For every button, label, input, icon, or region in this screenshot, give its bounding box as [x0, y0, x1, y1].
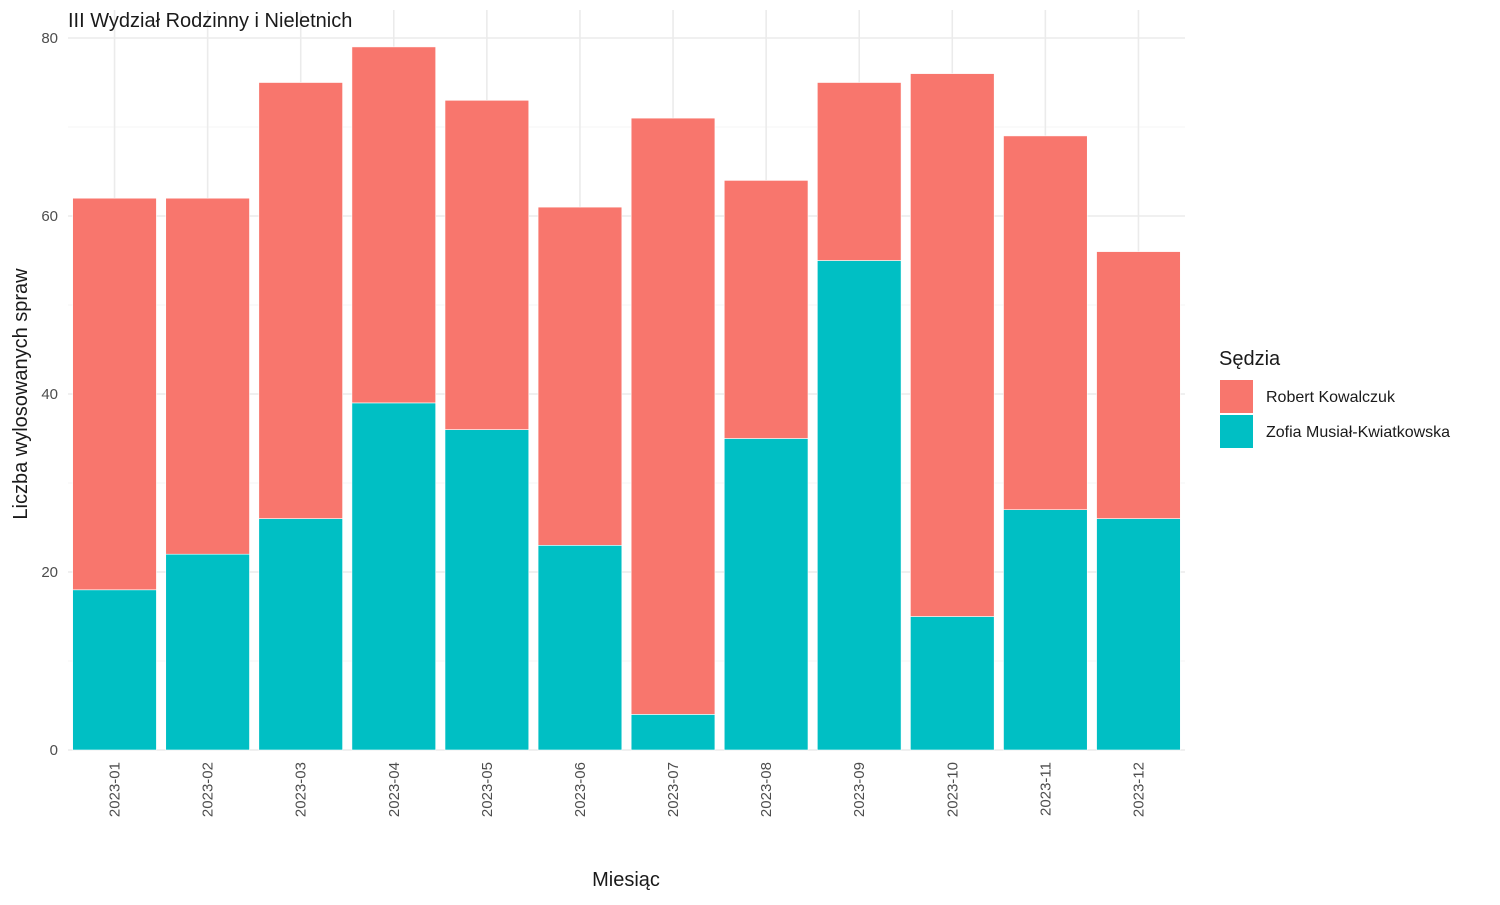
legend-title: Sędzia — [1219, 348, 1281, 370]
x-tick-label: 2023-07 — [665, 762, 682, 817]
bar-segment — [165, 197, 250, 555]
bar-segment — [1003, 509, 1088, 751]
bar-segment — [910, 73, 995, 617]
bar-segment — [910, 616, 995, 751]
bar-segment — [72, 589, 157, 751]
bars-layer — [72, 46, 1181, 751]
x-tick-label: 2023-09 — [851, 762, 868, 817]
x-tick-label: 2023-12 — [1130, 762, 1147, 817]
bar-segment — [537, 544, 623, 751]
y-tick-label: 60 — [41, 208, 58, 225]
legend-items: Robert Kowalczuk Zofia Musiał-Kwiatkowska — [1220, 380, 1450, 448]
bar-segment — [723, 438, 809, 751]
bar-segment — [258, 82, 343, 519]
y-tick-label: 20 — [41, 564, 58, 581]
legend-swatch — [1220, 415, 1253, 448]
bar-segment — [630, 117, 716, 715]
bar-segment — [72, 197, 157, 591]
x-tick-label: 2023-03 — [293, 762, 310, 817]
bar-segment — [817, 82, 902, 261]
bar-segment — [165, 553, 250, 751]
legend-swatch — [1220, 380, 1253, 413]
bar-segment — [258, 518, 343, 751]
legend: Sędzia Robert Kowalczuk Zofia Musiał-Kwia… — [1219, 348, 1450, 448]
x-tick-label: 2023-08 — [758, 762, 775, 817]
legend-label: Zofia Musiał-Kwiatkowska — [1266, 424, 1450, 441]
bar-segment — [351, 402, 436, 751]
x-axis-title: Miesiąc — [592, 869, 660, 891]
bar-segment — [1003, 135, 1088, 510]
y-tick-label: 0 — [50, 742, 58, 759]
x-tick-label: 2023-04 — [386, 762, 403, 817]
x-tick-label: 2023-01 — [107, 762, 124, 817]
x-tick-label: 2023-02 — [200, 762, 217, 817]
bar-segment — [630, 714, 716, 751]
bar-segment — [444, 100, 530, 430]
x-tick-label: 2023-05 — [479, 762, 496, 817]
bar-segment — [1096, 518, 1181, 751]
bar-segment — [817, 260, 902, 751]
bar-segment — [444, 429, 530, 751]
chart-title: III Wydział Rodzinny i Nieletnich — [68, 10, 352, 32]
bar-segment — [1096, 251, 1181, 519]
bar-segment — [723, 180, 809, 439]
bar-segment — [351, 46, 436, 404]
axis-layer: 0 20 40 60 80 2023-01 2023-02 2023-03 2023-04 202… — [41, 30, 1147, 817]
bar-segment — [537, 206, 623, 546]
y-tick-label: 40 — [41, 386, 58, 403]
y-axis-title: Liczba wylosowanych spraw — [10, 268, 32, 520]
x-tick-label: 2023-06 — [572, 762, 589, 817]
y-tick-label: 80 — [41, 30, 58, 47]
legend-label: Robert Kowalczuk — [1266, 389, 1396, 406]
x-tick-label: 2023-11 — [1037, 762, 1054, 816]
x-tick-label: 2023-10 — [944, 762, 961, 817]
